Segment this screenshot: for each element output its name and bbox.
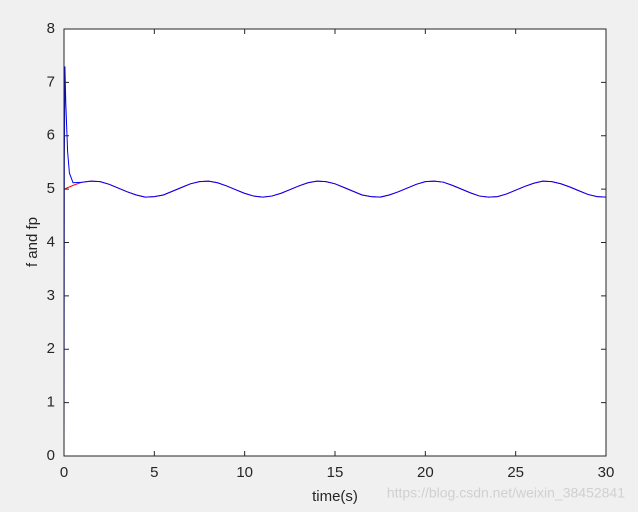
x-tick-label: 15 (327, 464, 344, 481)
x-tick-label: 20 (417, 464, 434, 481)
y-tick-label: 1 (47, 394, 55, 411)
x-tick-label: 10 (236, 464, 253, 481)
series-line (63, 66, 607, 457)
y-tick-label: 5 (47, 180, 55, 197)
y-tick-label: 7 (47, 73, 55, 90)
y-tick-label: 6 (47, 127, 55, 144)
x-tick-label: 30 (598, 464, 615, 481)
y-tick-label: 0 (47, 447, 55, 464)
x-axis-label: time(s) (312, 488, 358, 505)
y-tick-label: 8 (47, 20, 55, 37)
y-axis-label: f and fp (24, 217, 41, 267)
watermark: https://blog.csdn.net/weixin_38452841 (387, 485, 625, 501)
x-tick-label: 0 (60, 464, 68, 481)
y-tick-label: 2 (47, 340, 55, 357)
x-tick-label: 25 (507, 464, 524, 481)
plot-area (64, 29, 606, 456)
y-tick-label: 4 (47, 233, 55, 250)
x-tick-label: 5 (150, 464, 158, 481)
y-tick-label: 3 (47, 287, 55, 304)
